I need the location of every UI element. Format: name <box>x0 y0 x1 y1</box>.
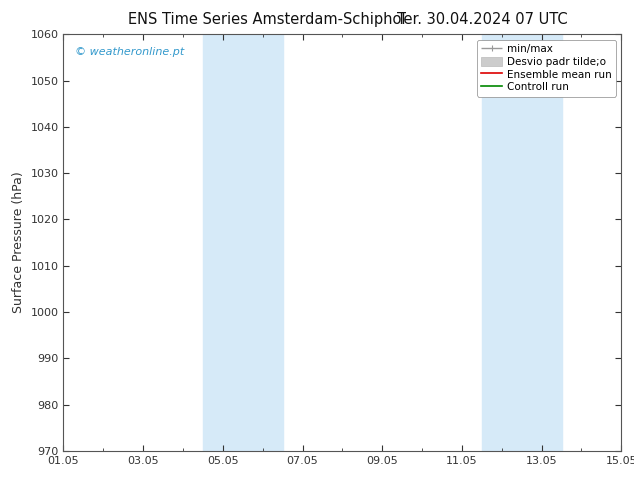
Text: Ter. 30.04.2024 07 UTC: Ter. 30.04.2024 07 UTC <box>396 12 567 27</box>
Y-axis label: Surface Pressure (hPa): Surface Pressure (hPa) <box>12 172 25 314</box>
Text: ENS Time Series Amsterdam-Schiphol: ENS Time Series Amsterdam-Schiphol <box>127 12 405 27</box>
Text: © weatheronline.pt: © weatheronline.pt <box>75 47 184 57</box>
Bar <box>482 34 562 451</box>
Legend: min/max, Desvio padr tilde;o, Ensemble mean run, Controll run: min/max, Desvio padr tilde;o, Ensemble m… <box>477 40 616 97</box>
Bar <box>203 34 283 451</box>
